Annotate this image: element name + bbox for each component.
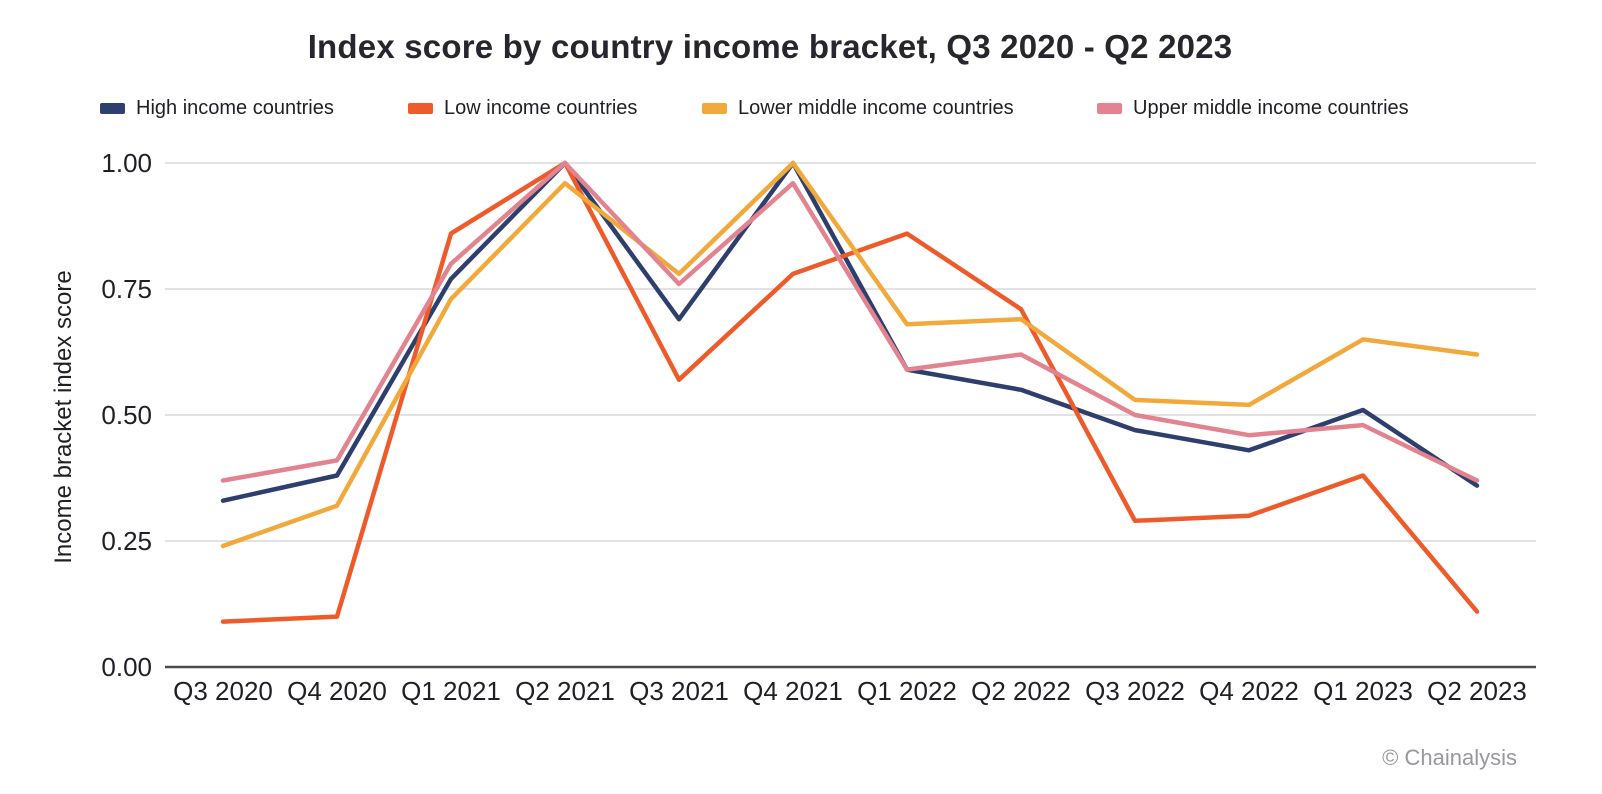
legend-label-high-income: High income countries xyxy=(136,96,334,119)
legend-swatch-upper-middle-income xyxy=(1097,102,1122,114)
y-tick-label: 0.25 xyxy=(101,526,152,556)
legend-label-low-income: Low income countries xyxy=(444,96,638,119)
legend-swatch-lower-middle-income xyxy=(702,102,727,114)
x-tick-label: Q3 2020 xyxy=(173,676,273,706)
legend-label-upper-middle-income: Upper middle income countries xyxy=(1133,96,1409,119)
legend-label-lower-middle-income: Lower middle income countries xyxy=(738,96,1014,119)
x-tick-label: Q3 2021 xyxy=(629,676,729,706)
x-tick-label: Q1 2022 xyxy=(857,676,957,706)
chart-line-low-income-countries xyxy=(220,160,1480,624)
chainalysis-credit: © Chainalysis xyxy=(1382,745,1517,770)
x-tick-label: Q4 2020 xyxy=(287,676,387,706)
y-tick-label: 0.75 xyxy=(101,274,152,304)
x-tick-label: Q2 2022 xyxy=(971,676,1071,706)
x-tick-label: Q3 2022 xyxy=(1085,676,1185,706)
legend-swatch-low-income xyxy=(408,102,433,114)
chart-title: Index score by country income bracket, Q… xyxy=(307,28,1233,65)
x-tick-label: Q4 2021 xyxy=(743,676,843,706)
legend-swatch-high-income xyxy=(100,102,125,114)
x-tick-label: Q1 2021 xyxy=(401,676,501,706)
legend-item-high-income: High income countries xyxy=(100,96,334,120)
legend-item-low-income: Low income countries xyxy=(408,96,637,120)
y-tick-label: 1.00 xyxy=(101,148,152,178)
x-tick-label: Q2 2021 xyxy=(515,676,615,706)
x-tick-label: Q1 2023 xyxy=(1313,676,1413,706)
chart-line-upper-middle-income-countries xyxy=(220,160,1480,483)
y-tick-label: 0.00 xyxy=(101,652,152,682)
y-tick-label: 0.50 xyxy=(101,400,152,430)
x-tick-label: Q2 2023 xyxy=(1427,676,1527,706)
chart-line-lower-middle-income-countries xyxy=(220,160,1480,549)
x-tick-label: Q4 2022 xyxy=(1199,676,1299,706)
legend-item-lower-middle-income: Lower middle income countries xyxy=(702,96,1014,120)
y-axis-title: Income bracket index score xyxy=(50,270,77,564)
chart-line-high-income-countries xyxy=(220,160,1480,503)
legend-item-upper-middle-income: Upper middle income countries xyxy=(1097,96,1409,120)
legend: High income countries Low income countri… xyxy=(0,96,1602,122)
